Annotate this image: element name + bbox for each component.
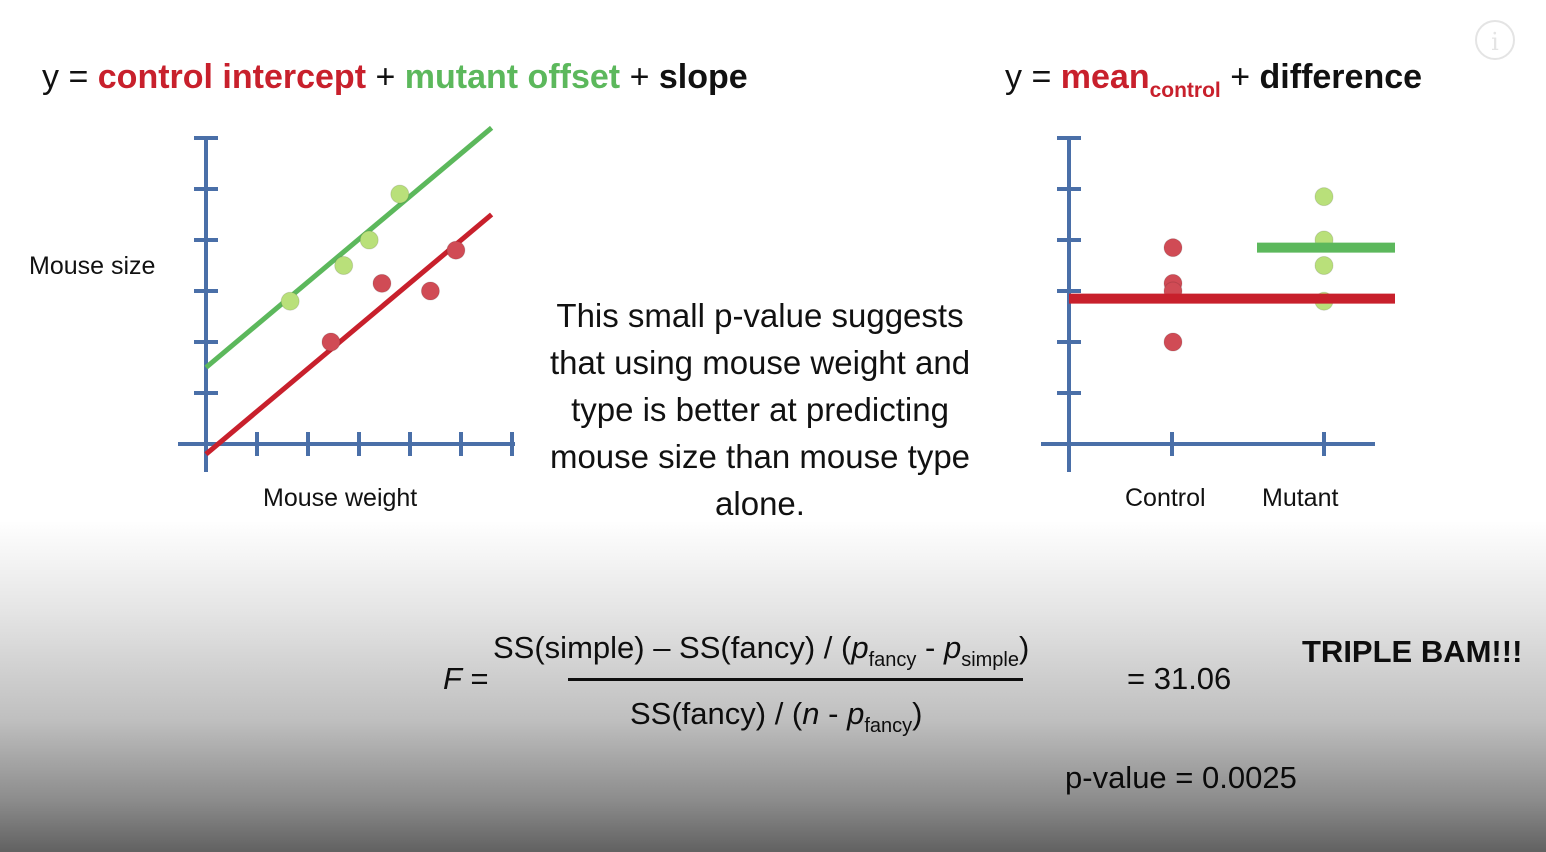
control-data-point	[372, 273, 392, 293]
y-axis-label: Mouse size	[29, 252, 156, 280]
denominator-main: SS(fancy) / (	[630, 696, 803, 731]
category-label-control: Control	[1125, 484, 1206, 512]
mutant-data-point	[1314, 256, 1334, 275]
p-symbol: p	[847, 696, 865, 731]
f-label: F =	[443, 661, 489, 696]
minus-sign: -	[916, 630, 944, 665]
numerator-main: SS(simple) – SS(fancy) / (	[493, 630, 852, 665]
mutant-data-point	[1314, 187, 1334, 207]
mutant-data-point	[334, 256, 354, 275]
close-paren: )	[1018, 630, 1030, 665]
f-result: = 31.06	[1127, 661, 1232, 696]
fancy-subscript: fancy	[864, 715, 913, 737]
p-symbol: p	[943, 630, 962, 665]
formula-numerator: SS(simple) – SS(fancy) / (pfancy - psimp…	[493, 630, 1030, 671]
mutant-data-point	[280, 291, 300, 311]
p-symbol: p	[851, 630, 869, 665]
p-value: p-value = 0.0025	[1065, 760, 1297, 795]
control-data-point	[420, 281, 440, 301]
control-data-point	[321, 332, 341, 352]
explanation-text: This small p-value suggests that using m…	[549, 297, 971, 522]
mutant-data-point	[359, 230, 379, 250]
control-data-point	[1163, 238, 1183, 258]
category-label-mutant: Mutant	[1262, 484, 1339, 512]
close-paren: )	[912, 696, 923, 731]
formula-denominator: SS(fancy) / (n - pfancy)	[630, 696, 923, 737]
fancy-subscript: fancy	[868, 649, 917, 671]
control-data-point	[446, 240, 466, 260]
triple-bam-text: TRIPLE BAM!!!	[1302, 634, 1523, 669]
minus-sign: -	[819, 696, 848, 731]
mutant-data-point	[390, 184, 410, 204]
x-axis-label: Mouse weight	[263, 484, 418, 512]
fraction-line	[568, 678, 1023, 681]
n-symbol: n	[802, 696, 820, 731]
control-data-point	[1163, 332, 1183, 352]
simple-subscript: simple	[961, 649, 1019, 671]
